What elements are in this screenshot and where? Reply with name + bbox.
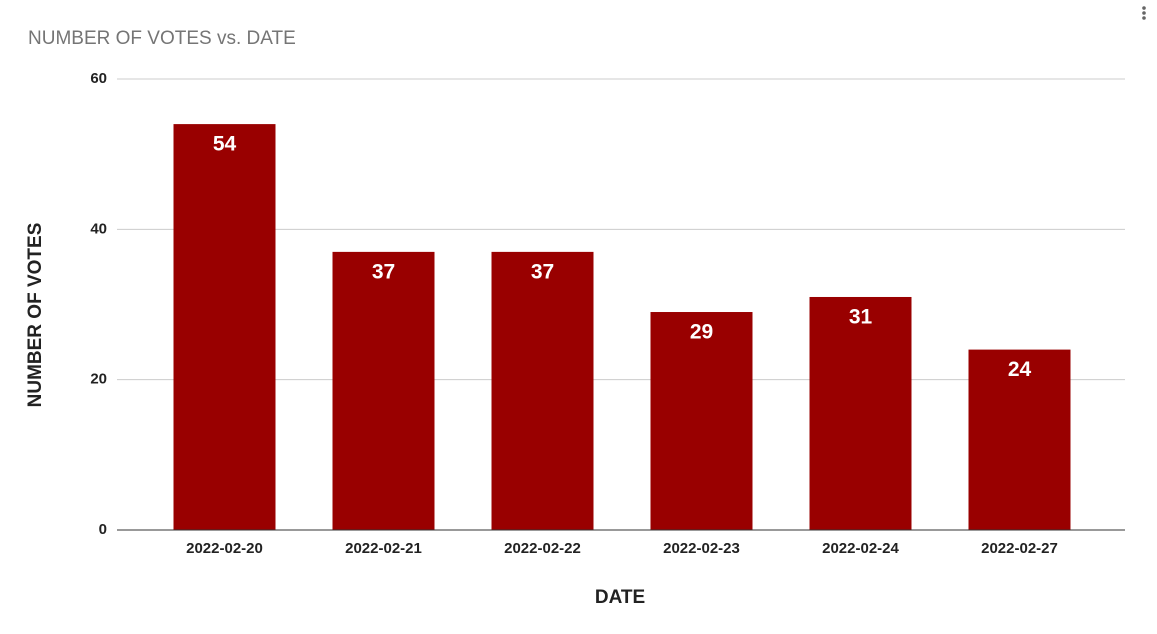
bar	[173, 124, 276, 530]
y-tick-label: 0	[99, 521, 107, 538]
menu-icon[interactable]	[1142, 6, 1146, 20]
x-tick-label: 2022-02-20	[186, 540, 263, 557]
x-tick-label: 2022-02-27	[981, 540, 1058, 557]
y-axis-title: NUMBER OF VOTES	[25, 223, 46, 408]
chart-title: NUMBER OF VOTES vs. DATE	[28, 28, 296, 49]
y-tick-label: 20	[90, 371, 107, 388]
data-label: 31	[849, 306, 873, 329]
bar	[968, 349, 1071, 530]
menu-dot	[1142, 11, 1146, 15]
x-axis-title: DATE	[595, 587, 645, 608]
menu-dot	[1142, 16, 1146, 20]
x-tick-label: 2022-02-24	[822, 540, 899, 557]
bar	[332, 251, 435, 530]
data-label: 37	[531, 260, 554, 283]
bar	[650, 312, 753, 530]
y-tick-label: 40	[90, 220, 107, 237]
x-tick-label: 2022-02-21	[345, 540, 422, 557]
bar	[491, 251, 594, 530]
data-label: 37	[372, 260, 395, 283]
data-label: 29	[690, 321, 713, 344]
bar	[809, 296, 912, 530]
x-tick-label: 2022-02-22	[504, 540, 581, 557]
menu-dot	[1142, 6, 1146, 10]
data-label: 24	[1008, 358, 1032, 381]
x-tick-label: 2022-02-23	[663, 540, 740, 557]
y-tick-label: 60	[90, 70, 107, 87]
data-label: 54	[213, 133, 237, 156]
